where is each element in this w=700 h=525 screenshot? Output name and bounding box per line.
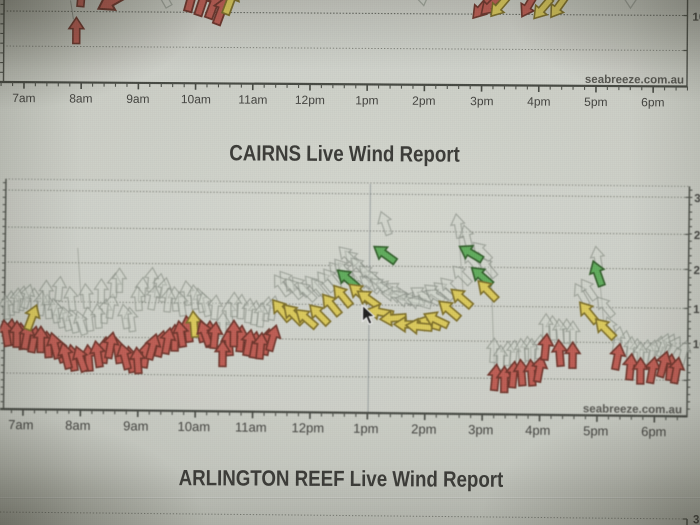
svg-text:4pm: 4pm: [525, 423, 550, 438]
svg-text:10am: 10am: [181, 92, 211, 106]
svg-text:30: 30: [694, 193, 700, 205]
svg-text:9am: 9am: [126, 92, 149, 106]
svg-text:1pm: 1pm: [353, 421, 378, 436]
svg-text:4pm: 4pm: [527, 94, 550, 108]
svg-text:12pm: 12pm: [295, 93, 325, 107]
svg-text:20: 20: [693, 265, 700, 277]
svg-text:2pm: 2pm: [412, 94, 435, 108]
svg-text:3pm: 3pm: [470, 94, 493, 108]
svg-text:8am: 8am: [65, 418, 90, 433]
svg-text:30: 30: [693, 515, 700, 525]
svg-text:11am: 11am: [235, 420, 267, 435]
svg-text:25: 25: [694, 230, 700, 242]
svg-text:10: 10: [692, 12, 700, 24]
svg-text:6pm: 6pm: [641, 95, 664, 109]
svg-text:10: 10: [693, 339, 700, 351]
svg-text:12pm: 12pm: [291, 420, 324, 435]
svg-text:5pm: 5pm: [583, 423, 608, 438]
svg-text:9am: 9am: [123, 418, 148, 433]
svg-text:10am: 10am: [177, 419, 210, 434]
svg-text:6pm: 6pm: [641, 424, 666, 439]
svg-text:15: 15: [693, 304, 700, 316]
svg-text:seabreeze.com.au: seabreeze.com.au: [585, 74, 684, 87]
svg-text:7am: 7am: [12, 91, 35, 105]
svg-text:11am: 11am: [238, 93, 267, 107]
svg-text:3pm: 3pm: [468, 422, 493, 437]
svg-text:2pm: 2pm: [411, 421, 436, 436]
svg-text:seabreeze.com.au: seabreeze.com.au: [583, 403, 682, 416]
svg-text:8am: 8am: [69, 91, 92, 105]
svg-text:1pm: 1pm: [355, 93, 378, 107]
svg-text:5pm: 5pm: [584, 95, 607, 109]
svg-text:7am: 7am: [8, 417, 33, 432]
